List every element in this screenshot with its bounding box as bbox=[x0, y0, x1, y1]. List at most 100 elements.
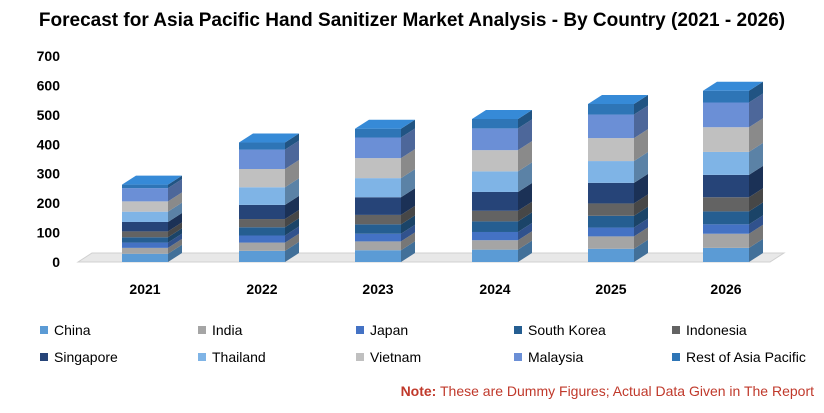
bar-segment bbox=[588, 227, 634, 237]
legend-swatch bbox=[40, 326, 48, 334]
bar-segment bbox=[703, 127, 749, 152]
bar-segment bbox=[703, 233, 749, 248]
y-tick-label: 200 bbox=[37, 195, 61, 211]
bar-segment bbox=[472, 240, 518, 250]
bar-segment-side bbox=[634, 227, 648, 249]
bar-segment-side bbox=[401, 149, 415, 179]
bar-segment-side bbox=[285, 233, 299, 251]
bar-segment-side bbox=[285, 178, 299, 205]
bar-top-cap bbox=[588, 94, 648, 104]
bar-top-cap bbox=[122, 175, 182, 185]
bar-segment bbox=[588, 114, 634, 139]
legend-swatch bbox=[356, 353, 364, 361]
legend-item: Singapore bbox=[40, 349, 118, 365]
bar-segment bbox=[703, 197, 749, 212]
legend-item: Thailand bbox=[198, 349, 266, 365]
bar-segment-side bbox=[634, 206, 648, 228]
bar-segment bbox=[122, 231, 168, 238]
bar-segment bbox=[122, 237, 168, 243]
bar-segment bbox=[472, 118, 518, 129]
y-tick-label: 500 bbox=[37, 107, 61, 123]
legend-label: Rest of Asia Pacific bbox=[686, 349, 806, 365]
bar-segment bbox=[472, 191, 518, 211]
bar-segment bbox=[239, 242, 285, 251]
bar-top-cap bbox=[703, 81, 763, 91]
bar-segment-side bbox=[168, 212, 182, 232]
bar-segment bbox=[588, 138, 634, 162]
bar-segment bbox=[122, 247, 168, 254]
legend-label: Vietnam bbox=[370, 349, 422, 365]
bar-segment-side bbox=[168, 244, 182, 262]
bar-segment-side bbox=[285, 160, 299, 188]
bar-segment bbox=[472, 249, 518, 262]
bar-segment-side bbox=[749, 165, 763, 198]
bar-segment bbox=[122, 242, 168, 248]
bar-segment-side bbox=[634, 194, 648, 216]
bar-segment-side bbox=[749, 238, 763, 262]
bar-segment-side bbox=[401, 205, 415, 225]
bar-segment-side bbox=[749, 224, 763, 248]
bar-segment-side bbox=[634, 218, 648, 237]
bar-segment-side bbox=[518, 182, 532, 211]
bar-segment-side bbox=[634, 173, 648, 204]
x-tick-label: 2022 bbox=[246, 281, 277, 297]
legend-swatch bbox=[514, 353, 522, 361]
bar-segment-side bbox=[285, 140, 299, 170]
bar-segment bbox=[472, 171, 518, 192]
bar-segment-side bbox=[401, 128, 415, 159]
legend-swatch bbox=[198, 326, 206, 334]
bar-segment bbox=[355, 224, 401, 234]
legend-swatch bbox=[198, 353, 206, 361]
bar-segment-side bbox=[518, 240, 532, 262]
bar-segment-side bbox=[168, 222, 182, 238]
legend-swatch bbox=[672, 353, 680, 361]
y-tick-label: 0 bbox=[52, 254, 60, 270]
y-tick-label: 600 bbox=[37, 77, 61, 93]
chart-floor bbox=[76, 252, 786, 263]
y-tick-label: 400 bbox=[37, 136, 61, 152]
legend-swatch bbox=[40, 353, 48, 361]
bar-segment-side bbox=[518, 162, 532, 192]
bar-segment-side bbox=[518, 109, 532, 129]
bar-segment bbox=[472, 221, 518, 232]
note-text: These are Dummy Figures; Actual Data Giv… bbox=[436, 383, 814, 399]
bar-segment bbox=[122, 221, 168, 232]
bar-segment bbox=[239, 142, 285, 150]
bar-segment bbox=[703, 151, 749, 175]
bar-segment bbox=[239, 250, 285, 262]
bar-segment-side bbox=[168, 175, 182, 189]
bar-segment bbox=[472, 231, 518, 241]
bar-segment-side bbox=[518, 222, 532, 241]
bar-segment bbox=[472, 128, 518, 151]
y-tick-label: 300 bbox=[37, 166, 61, 182]
legend-label: South Korea bbox=[528, 322, 606, 338]
bar-segment bbox=[239, 204, 285, 220]
legend-label: China bbox=[54, 322, 91, 338]
bar-segment bbox=[703, 247, 749, 262]
bar-segment bbox=[703, 224, 749, 234]
bar-segment-side bbox=[168, 192, 182, 212]
bar-segment bbox=[355, 137, 401, 159]
bar-segment bbox=[703, 90, 749, 103]
dummy-figures-note: Note: These are Dummy Figures; Actual Da… bbox=[401, 383, 814, 399]
bar-segment-side bbox=[518, 212, 532, 232]
bar-segment-side bbox=[749, 215, 763, 234]
legend-swatch bbox=[356, 326, 364, 334]
bar-top-cap bbox=[239, 133, 299, 143]
bar-segment-side bbox=[401, 188, 415, 215]
bar-segment bbox=[239, 219, 285, 228]
bar-segment-side bbox=[749, 202, 763, 225]
bar-segment bbox=[588, 203, 634, 216]
legend-item: Indonesia bbox=[672, 322, 747, 338]
bar-segment-side bbox=[168, 233, 182, 248]
bar-segment bbox=[588, 248, 634, 262]
bar-segment-side bbox=[285, 133, 299, 150]
bar-segment bbox=[239, 169, 285, 188]
bar-segment-side bbox=[749, 81, 763, 103]
bar-segment-side bbox=[749, 188, 763, 212]
x-tick-label: 2024 bbox=[479, 281, 510, 297]
bar-segment bbox=[355, 233, 401, 242]
legend-item: Rest of Asia Pacific bbox=[672, 349, 806, 365]
bar-segment bbox=[239, 235, 285, 243]
bar-segment-side bbox=[518, 119, 532, 151]
